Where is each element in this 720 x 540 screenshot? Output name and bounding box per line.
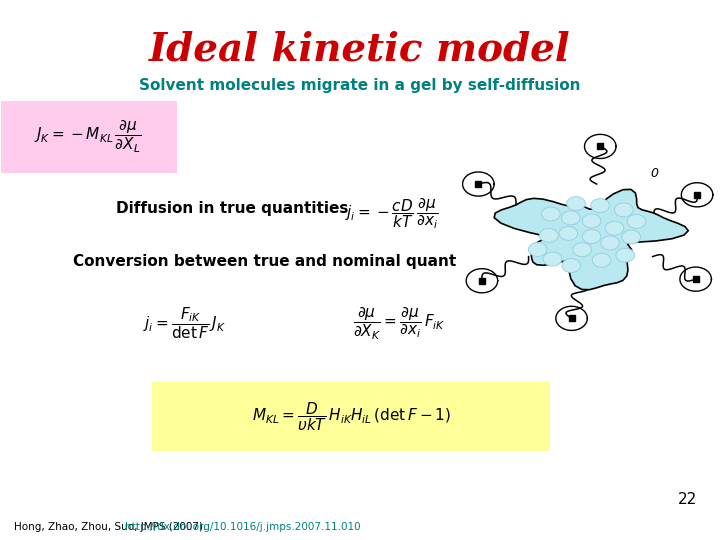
Text: $\dfrac{\partial\mu}{\partial X_K} = \dfrac{\partial\mu}{\partial x_i}\,F_{iK}$: $\dfrac{\partial\mu}{\partial X_K} = \df… xyxy=(354,306,446,342)
Circle shape xyxy=(539,228,558,242)
Polygon shape xyxy=(494,190,688,289)
Text: $M_{KL} = \dfrac{D}{\upsilon kT}\,H_{iK}H_{iL}\,(\det F - 1)$: $M_{KL} = \dfrac{D}{\upsilon kT}\,H_{iK}… xyxy=(252,400,451,433)
Circle shape xyxy=(582,214,601,228)
Circle shape xyxy=(627,214,646,228)
Text: $J_K = -M_{KL}\,\dfrac{\partial\mu}{\partial X_L}$: $J_K = -M_{KL}\,\dfrac{\partial\mu}{\par… xyxy=(34,119,141,155)
Circle shape xyxy=(562,211,580,225)
Text: Solvent molecules migrate in a gel by self-diffusion: Solvent molecules migrate in a gel by se… xyxy=(139,78,581,93)
Circle shape xyxy=(614,203,633,217)
Text: Conversion between true and nominal quant: Conversion between true and nominal quan… xyxy=(73,254,456,269)
Circle shape xyxy=(593,253,611,267)
Circle shape xyxy=(559,226,577,240)
Text: 0: 0 xyxy=(650,167,658,180)
FancyBboxPatch shape xyxy=(1,101,177,173)
Circle shape xyxy=(622,230,641,244)
Circle shape xyxy=(562,259,580,273)
Text: $j_i = -\dfrac{cD}{kT}\,\dfrac{\partial\mu}{\partial x_i}$: $j_i = -\dfrac{cD}{kT}\,\dfrac{\partial\… xyxy=(346,197,439,231)
Circle shape xyxy=(528,242,547,256)
Circle shape xyxy=(590,199,609,213)
Circle shape xyxy=(605,221,624,235)
Text: 22: 22 xyxy=(678,492,697,508)
Text: $j_i = \dfrac{F_{iK}}{\det F}\,J_K$: $j_i = \dfrac{F_{iK}}{\det F}\,J_K$ xyxy=(143,306,226,341)
Circle shape xyxy=(541,207,560,221)
Text: Hong, Zhao, Zhou, Suo, JMPS (2007).: Hong, Zhao, Zhou, Suo, JMPS (2007). xyxy=(14,522,210,532)
Circle shape xyxy=(573,242,592,256)
Circle shape xyxy=(567,197,585,211)
Text: Diffusion in true quantities: Diffusion in true quantities xyxy=(116,201,348,215)
Circle shape xyxy=(582,230,601,244)
FancyBboxPatch shape xyxy=(152,382,550,451)
Text: Ideal kinetic model: Ideal kinetic model xyxy=(149,31,571,69)
Circle shape xyxy=(543,252,562,266)
Text: http://dx.doi.org/10.1016/j.jmps.2007.11.010: http://dx.doi.org/10.1016/j.jmps.2007.11… xyxy=(125,522,361,532)
Circle shape xyxy=(616,248,634,262)
Circle shape xyxy=(600,236,619,250)
